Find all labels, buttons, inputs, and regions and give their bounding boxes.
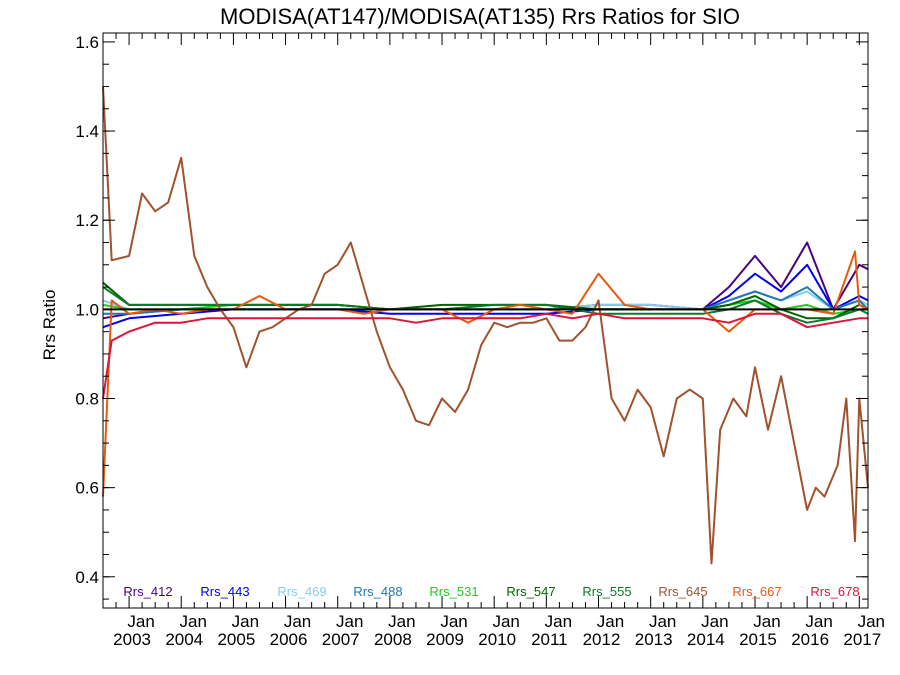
x-tick-label-month: Jan	[492, 612, 519, 631]
legend-entry-Rrs_469: Rrs_469	[277, 584, 326, 599]
x-tick-label-year: 2012	[583, 630, 621, 649]
x-tick-label-year: 2010	[478, 630, 516, 649]
y-tick-label: 0.4	[75, 568, 99, 587]
y-tick-label: 1.2	[75, 211, 99, 230]
x-tick-label-year: 2011	[531, 630, 568, 649]
x-tick-label-month: Jan	[232, 612, 259, 631]
legend-entry-Rrs_555: Rrs_555	[582, 584, 631, 599]
legend-entry-Rrs_531: Rrs_531	[429, 584, 478, 599]
x-tick-label-month: Jan	[440, 612, 467, 631]
y-tick-label: 0.6	[75, 479, 99, 498]
x-tick-label-year: 2004	[165, 630, 203, 649]
legend-entry-Rrs_443: Rrs_443	[200, 584, 249, 599]
x-tick-label-year: 2015	[739, 630, 777, 649]
legend-entry-Rrs_678: Rrs_678	[810, 584, 859, 599]
x-tick-label-month: Jan	[284, 612, 311, 631]
series-line-Rrs_645	[102, 86, 869, 565]
x-tick-label-year: 2007	[322, 630, 360, 649]
legend-entry-Rrs_547: Rrs_547	[506, 584, 555, 599]
x-tick-label-month: Jan	[805, 612, 832, 631]
legend-entry-Rrs_645: Rrs_645	[658, 584, 707, 599]
x-tick-label-year: 2003	[113, 630, 151, 649]
ticks-layer: 0.40.60.81.01.21.41.6Jan2003Jan2004Jan20…	[75, 33, 885, 649]
x-tick-label-year: 2008	[374, 630, 412, 649]
x-tick-label-year: 2006	[270, 630, 308, 649]
x-tick-label-month: Jan	[545, 612, 572, 631]
x-tick-label-month: Jan	[336, 612, 363, 631]
y-tick-label: 1.6	[75, 33, 99, 52]
legend-entry-Rrs_488: Rrs_488	[353, 584, 402, 599]
x-tick-label-month: Jan	[858, 612, 885, 631]
plot-frame	[102, 32, 869, 609]
x-tick-label-month: Jan	[180, 612, 207, 631]
y-tick-label: 1.4	[75, 122, 99, 141]
legend-entry-Rrs_667: Rrs_667	[732, 584, 781, 599]
x-tick-label-month: Jan	[649, 612, 676, 631]
x-tick-label-month: Jan	[701, 612, 728, 631]
y-axis-label: Rrs Ratio	[40, 290, 59, 361]
y-tick-label: 0.8	[75, 390, 99, 409]
series-line-Rrs_678	[102, 312, 868, 399]
x-tick-label-year: 2016	[791, 630, 829, 649]
x-tick-label-month: Jan	[127, 612, 154, 631]
legend-entry-Rrs_412: Rrs_412	[123, 584, 172, 599]
y-tick-label: 1.0	[75, 300, 99, 319]
x-tick-label-month: Jan	[753, 612, 780, 631]
x-tick-label-month: Jan	[597, 612, 624, 631]
x-tick-label-month: Jan	[388, 612, 415, 631]
x-tick-label-year: 2017	[843, 630, 881, 649]
x-tick-label-year: 2014	[687, 630, 725, 649]
x-tick-label-year: 2009	[426, 630, 464, 649]
x-tick-label-year: 2005	[217, 630, 255, 649]
legend: Rrs_412 Rrs_443 Rrs_469 Rrs_488 Rrs_531 Rrs_5…	[123, 584, 859, 599]
chart-title: MODISA(AT147)/MODISA(AT135) Rrs Ratios f…	[220, 4, 740, 29]
x-tick-label-year: 2013	[635, 630, 673, 649]
